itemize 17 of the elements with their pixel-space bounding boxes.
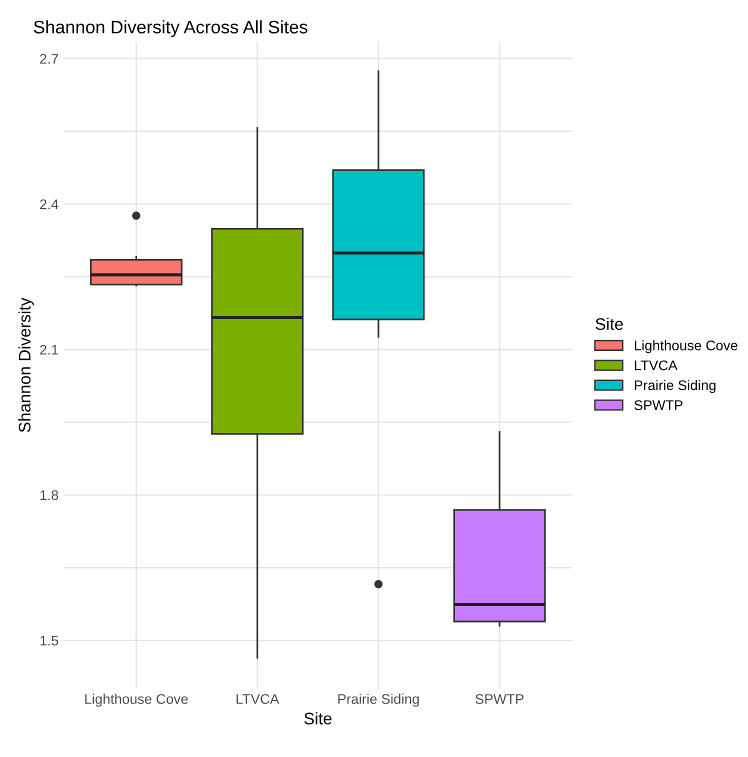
- legend-label: Lighthouse Cove: [634, 340, 738, 354]
- x-tick-label: Lighthouse Cove: [85, 694, 188, 707]
- chart-title: Shannon Diversity Across All Sites: [34, 20, 308, 38]
- y-tick-label: 1.5: [40, 636, 58, 646]
- y-axis-title: Shannon Diversity: [18, 298, 34, 432]
- legend-title: Site: [596, 318, 623, 330]
- y-tick-label: 2.7: [40, 54, 58, 64]
- legend-label: SPWTP: [634, 400, 682, 410]
- y-tick-label: 2.1: [40, 344, 58, 355]
- y-tick-label: 2.4: [40, 199, 58, 210]
- y-tick-label: 1.8: [40, 490, 58, 500]
- x-tick-label: LTVCA: [236, 694, 280, 704]
- x-axis-title: Site: [304, 712, 332, 724]
- x-tick-label: SPWTP: [475, 694, 524, 704]
- legend-label: Prairie Siding: [634, 380, 716, 393]
- legend-label: LTVCA: [634, 360, 678, 370]
- x-tick-label: Prairie Siding: [338, 694, 419, 707]
